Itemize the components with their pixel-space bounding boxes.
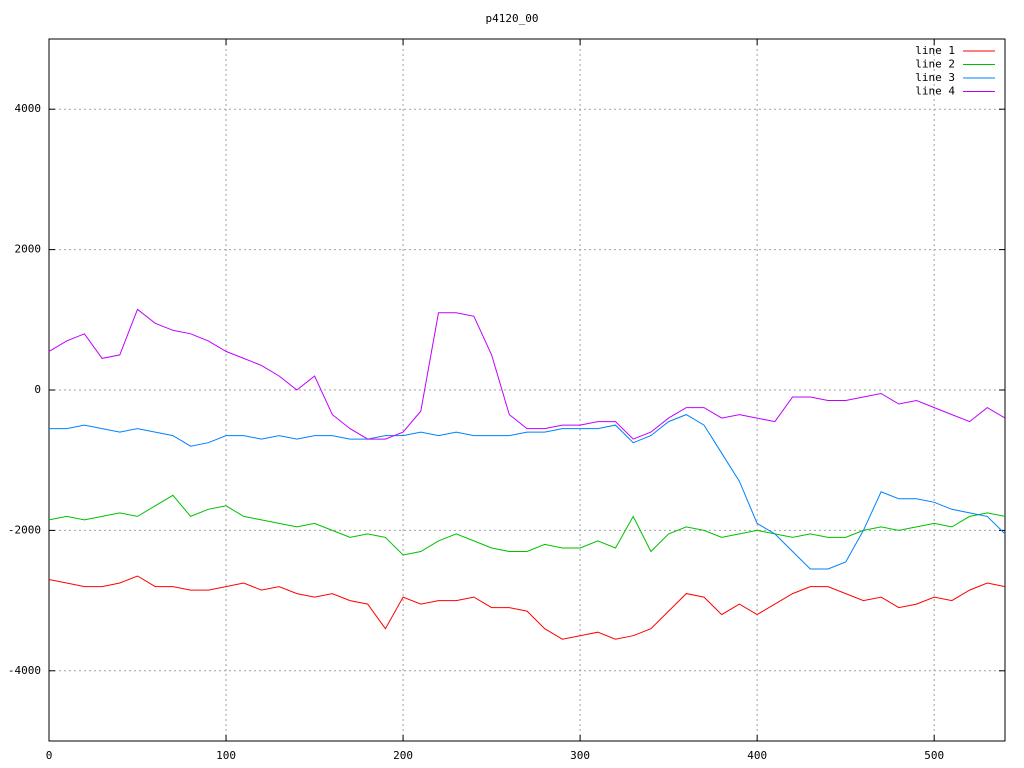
x-tick-label: 100 (216, 749, 236, 762)
series-line (48, 575, 1006, 640)
y-tick-label: 4000 (15, 102, 42, 115)
series-line (48, 308, 1006, 440)
x-tick-label: 500 (924, 749, 944, 762)
series-line (49, 414, 1006, 570)
plot-border (48, 38, 1006, 742)
y-tick-label: 0 (34, 383, 41, 396)
x-tick-label: 400 (747, 749, 767, 762)
y-tick-label: -2000 (8, 523, 41, 536)
legend-label: line 1 (915, 44, 955, 57)
y-tick-label: 2000 (15, 243, 42, 256)
series-line (48, 494, 1006, 556)
x-tick-label: 200 (393, 749, 413, 762)
x-tick-label: 0 (46, 749, 53, 762)
legend-label: line 4 (915, 85, 955, 98)
y-tick-label: -4000 (8, 664, 41, 677)
x-tick-label: 300 (570, 749, 590, 762)
legend-label: line 3 (915, 71, 955, 84)
legend-label: line 2 (915, 58, 955, 71)
chart-title: p4120_00 (486, 12, 539, 25)
